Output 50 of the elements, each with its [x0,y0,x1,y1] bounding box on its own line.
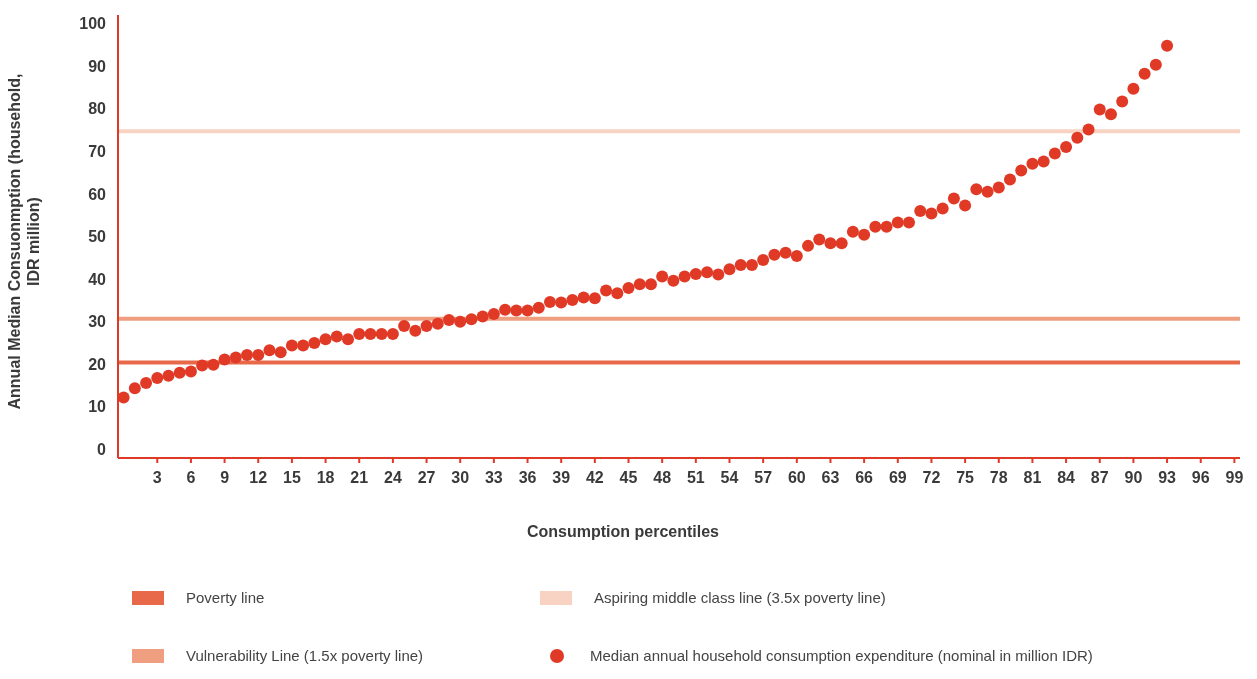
x-tick-label: 42 [585,469,604,486]
x-tick-label: 57 [754,469,773,486]
x-tick-label: 9 [220,469,230,486]
x-tick-label: 48 [653,469,672,486]
y-tick-label: 10 [88,398,107,416]
x-tick-label: 3 [152,469,162,486]
x-tick-label: 87 [1090,469,1109,486]
x-tick-label: 45 [619,469,638,486]
legend-label: Aspiring middle class line (3.5x poverty line) [594,589,886,607]
y-tick-label: 30 [88,313,107,331]
x-tick-label: 63 [821,469,840,486]
x-tick-label: 96 [1191,469,1210,486]
y-tick-label: 60 [88,185,107,203]
y-axis-title: Annual Median Consuonmption (household, IDR million) [6,73,42,410]
x-tick-label: 81 [1023,469,1042,486]
x-tick-label: 15 [283,469,301,486]
y-tick-label: 50 [88,228,107,246]
x-tick-label: 78 [989,469,1008,486]
y-tick-label: 90 [88,57,107,75]
legend-label: Median annual household consumption expenditure (nominal in million IDR) [590,647,1093,665]
y-tick-label: 70 [88,142,107,160]
x-tick-label: 33 [484,469,503,486]
x-tick-label: 18 [316,469,335,486]
x-tick-label: 69 [888,469,907,486]
x-tick-label: 30 [451,469,470,486]
y-tick-label: 0 [97,441,107,459]
x-tick-label: 12 [249,469,268,486]
x-axis-title: Consumption percentiles [526,523,720,540]
legend-label: Vulnerability Line (1.5x poverty line) [186,647,424,665]
x-tick-label: 36 [518,469,537,486]
x-tick-label: 72 [922,469,941,486]
y-tick-label: 20 [88,355,107,373]
x-tick-label: 24 [383,469,402,486]
x-tick-label: 90 [1124,469,1143,486]
x-tick-label: 39 [552,469,571,486]
x-tick-label: 75 [956,469,975,486]
x-tick-label: 51 [686,469,705,486]
y-tick-label: 80 [88,100,107,118]
legend-label: Poverty line [186,589,265,607]
x-tick-label: 54 [720,469,739,486]
x-tick-label: 99 [1225,469,1244,486]
y-tick-label: 40 [88,270,107,288]
x-tick-label: 21 [350,469,369,486]
x-tick-label: 66 [855,469,874,486]
x-tick-label: 27 [417,469,436,486]
y-tick-label: 100 [79,15,107,33]
x-tick-label: 84 [1057,469,1076,486]
x-tick-label: 60 [787,469,806,486]
x-tick-label: 93 [1158,469,1177,486]
x-tick-label: 6 [186,469,196,486]
